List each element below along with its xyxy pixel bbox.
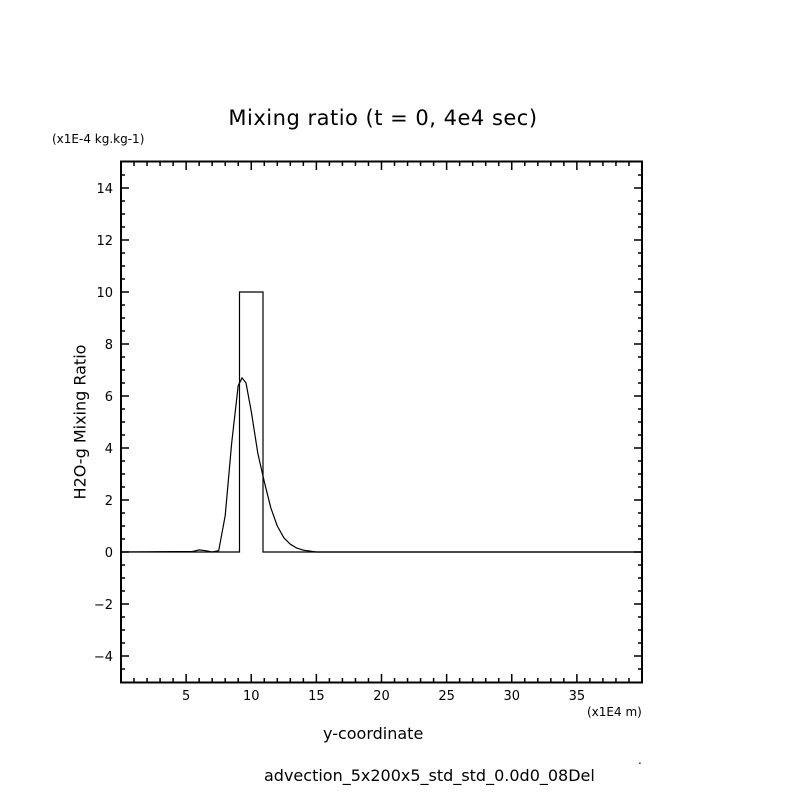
x-tick-label: 10 <box>243 689 260 704</box>
y-tick-label: 14 <box>96 182 113 197</box>
plot-frame <box>120 160 643 684</box>
y-tick-label: 2 <box>105 494 113 509</box>
x-tick-label: 5 <box>182 689 190 704</box>
x-tick-label: 30 <box>503 689 520 704</box>
y-axis-unit: (x1E-4 kg.kg-1) <box>52 132 145 146</box>
y-tick-label: 12 <box>96 234 113 249</box>
y-tick-label: 10 <box>96 286 113 301</box>
y-tick-label: 6 <box>105 390 113 405</box>
x-axis-label: y-coordinate <box>323 724 424 743</box>
y-tick-label: 0 <box>105 546 113 561</box>
x-axis-unit: (x1E4 m) <box>587 705 642 719</box>
initial-condition-line <box>121 291 642 553</box>
x-tick-label: 35 <box>569 689 586 704</box>
footer-caption: advection_5x200x5_std_std_0.0d0_08Del <box>264 766 595 785</box>
y-tick-label: 8 <box>105 338 113 353</box>
x-tick-label: 15 <box>308 689 325 704</box>
y-tick-label: −4 <box>94 650 113 665</box>
y-tick-label: −2 <box>94 598 113 613</box>
y-tick-label: 4 <box>105 442 113 457</box>
x-tick-label: 25 <box>438 689 455 704</box>
chart-title: Mixing ratio (t = 0, 4e4 sec) <box>228 106 538 130</box>
data-series <box>120 291 642 553</box>
axis-ticks <box>121 162 642 682</box>
footer-mark: . <box>638 753 642 767</box>
advected-profile-line <box>120 377 642 553</box>
x-tick-label: 20 <box>373 689 390 704</box>
